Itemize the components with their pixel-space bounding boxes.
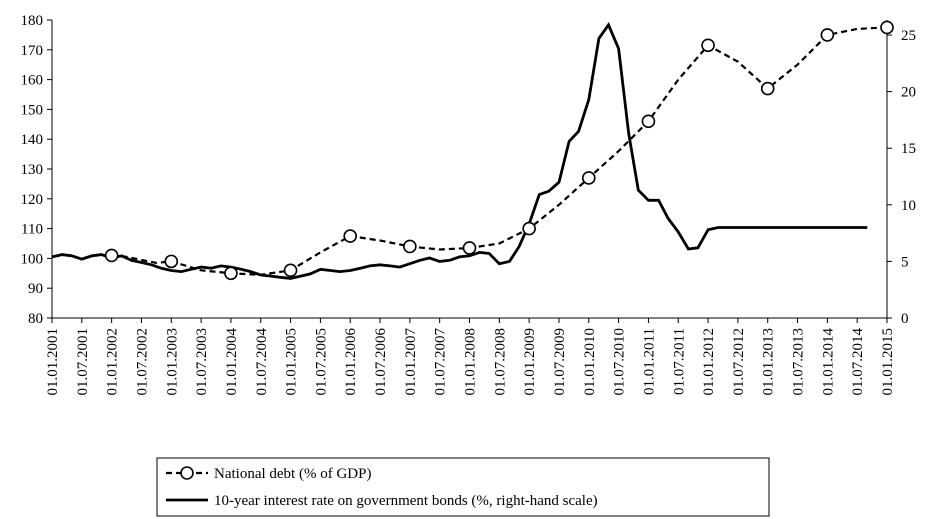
left-y-tick-labels: 80 90 100 110 120 130 140 150 160 170 180 xyxy=(21,13,44,327)
x-tick-label: 01.07.2011 xyxy=(671,328,687,395)
x-tick-label: 01.01.2005 xyxy=(284,328,300,396)
x-tick-label: 01.01.2012 xyxy=(701,328,717,396)
right-tick-label: 10 xyxy=(901,198,916,214)
national-debt-point xyxy=(581,171,596,185)
left-tick-label: 120 xyxy=(21,192,44,208)
national-debt-point xyxy=(283,263,298,278)
left-tick-label: 80 xyxy=(28,311,43,327)
left-tick-label: 90 xyxy=(28,281,43,297)
right-tick-label: 25 xyxy=(901,28,916,44)
x-tick-label: 01.07.2006 xyxy=(373,328,389,396)
legend-debt-label: National debt (% of GDP) xyxy=(214,466,371,482)
left-tick-label: 170 xyxy=(21,43,44,59)
national-debt-point xyxy=(760,81,775,96)
x-tick-label: 01.01.2010 xyxy=(582,328,598,396)
right-tick-label: 20 xyxy=(901,85,916,101)
left-tick-label: 130 xyxy=(21,162,44,178)
tick-marks xyxy=(47,19,892,323)
x-tick-label: 01.01.2013 xyxy=(761,328,777,396)
national-debt-point xyxy=(343,229,358,243)
x-tick-label: 01.07.2014 xyxy=(850,328,866,396)
x-tick-label: 01.01.2009 xyxy=(522,328,538,396)
x-tick-label: 01.07.2013 xyxy=(791,328,807,396)
left-tick-label: 180 xyxy=(21,13,44,29)
x-tick-label: 01.07.2012 xyxy=(731,328,747,396)
national-debt-point xyxy=(880,20,894,35)
x-tick-label: 01.07.2004 xyxy=(254,328,270,396)
legend-rate-label: 10-year interest rate on government bond… xyxy=(214,493,598,509)
axes xyxy=(51,20,888,319)
x-tick-labels: 01.01.2001 01.07.2001 01.01.2002 01.07.2002… xyxy=(45,328,896,396)
national-debt-point xyxy=(641,114,656,129)
x-tick-label: 01.01.2001 xyxy=(45,328,61,396)
x-tick-label: 01.01.2008 xyxy=(463,328,479,396)
x-tick-label: 01.07.2005 xyxy=(313,328,329,396)
national-debt-point xyxy=(701,38,715,53)
series-national-debt xyxy=(104,20,894,281)
interest-rate-line xyxy=(51,22,868,280)
x-tick-label: 01.07.2003 xyxy=(194,328,210,396)
left-tick-label: 110 xyxy=(21,222,43,238)
x-tick-label: 01.01.2006 xyxy=(343,328,359,396)
x-tick-label: 01.07.2008 xyxy=(492,328,508,396)
right-y-tick-labels: 0 5 10 15 20 25 xyxy=(901,28,916,327)
x-tick-label: 01.01.2007 xyxy=(403,328,419,396)
right-tick-label: 5 xyxy=(901,254,909,270)
national-debt-point xyxy=(224,266,238,281)
x-tick-label: 01.07.2007 xyxy=(433,328,449,396)
x-tick-label: 01.07.2010 xyxy=(612,328,628,396)
x-tick-label: 01.01.2004 xyxy=(224,328,240,396)
x-tick-label: 01.07.2001 xyxy=(75,328,91,396)
x-tick-label: 01.01.2002 xyxy=(105,328,121,396)
legend: National debt (% of GDP) 10-year interes… xyxy=(156,457,770,517)
right-tick-label: 15 xyxy=(901,141,916,157)
x-tick-label: 01.07.2009 xyxy=(552,328,568,396)
left-tick-label: 160 xyxy=(21,73,44,89)
left-tick-label: 150 xyxy=(21,102,44,118)
national-debt-point xyxy=(403,239,417,254)
national-debt-point xyxy=(820,28,835,42)
right-tick-label: 0 xyxy=(901,311,909,327)
x-tick-label: 01.01.2003 xyxy=(164,328,180,396)
series-interest-rate xyxy=(51,22,868,280)
left-tick-label: 140 xyxy=(21,132,44,148)
legend-debt-swatch-marker xyxy=(180,466,194,480)
x-tick-label: 01.01.2014 xyxy=(820,328,836,396)
x-tick-label: 01.01.2011 xyxy=(641,328,657,395)
legend-box xyxy=(156,457,770,517)
national-debt-point xyxy=(462,241,477,255)
national-debt-point xyxy=(522,221,536,236)
x-tick-label: 01.07.2002 xyxy=(134,328,150,396)
national-debt-point xyxy=(104,248,119,263)
national-debt-line xyxy=(111,26,888,276)
national-debt-point xyxy=(164,254,179,269)
x-tick-label: 01.01.2015 xyxy=(880,328,896,396)
left-tick-label: 100 xyxy=(21,251,44,267)
